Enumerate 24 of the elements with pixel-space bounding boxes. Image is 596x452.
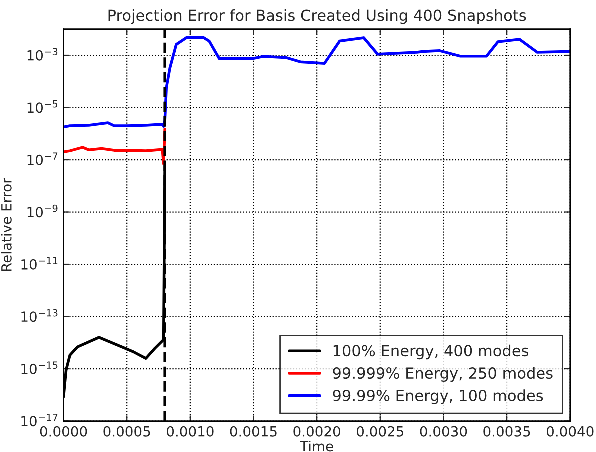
- y-tick-label: 10$^{−15}$: [22, 362, 58, 374]
- x-tick-label: 0.0025: [357, 426, 404, 437]
- x-tick-label: 0.0020: [294, 426, 340, 437]
- x-tick-label: 0.0005: [104, 426, 150, 437]
- x-tick-label: 0.0000: [40, 426, 88, 437]
- y-tick-label: 10$^{−13}$: [22, 309, 58, 322]
- x-tick-label: 0.0040: [546, 426, 594, 437]
- y-tick-label: 10$^{−3}$: [28, 48, 58, 61]
- y-tick-label: 10$^{−9}$: [28, 204, 58, 218]
- chart-title: Projection Error for Basis Created Using 400 Snapshots: [108, 9, 526, 24]
- x-axis-title: Time: [300, 440, 334, 452]
- y-tick-label: 10$^{−5}$: [28, 100, 58, 114]
- legend-label: 99.99% Energy, 100 modes: [333, 390, 544, 404]
- x-tick-label: 0.0015: [230, 426, 277, 437]
- y-axis-title: Relative Error: [1, 178, 12, 272]
- x-tick-label: 0.0010: [167, 426, 214, 437]
- legend-label: 99.999% Energy, 250 modes: [333, 367, 553, 382]
- y-tick-label: 10$^{−17}$: [22, 414, 58, 427]
- x-tick-label: 0.0035: [484, 426, 530, 437]
- y-tick-label: 10$^{−11}$: [22, 257, 58, 270]
- line-series: [64, 36, 570, 129]
- x-tick-label: 0.0030: [420, 426, 468, 437]
- y-tick-label: 10$^{−7}$: [28, 152, 58, 166]
- legend-label: 100% Energy, 400 modes: [334, 344, 529, 360]
